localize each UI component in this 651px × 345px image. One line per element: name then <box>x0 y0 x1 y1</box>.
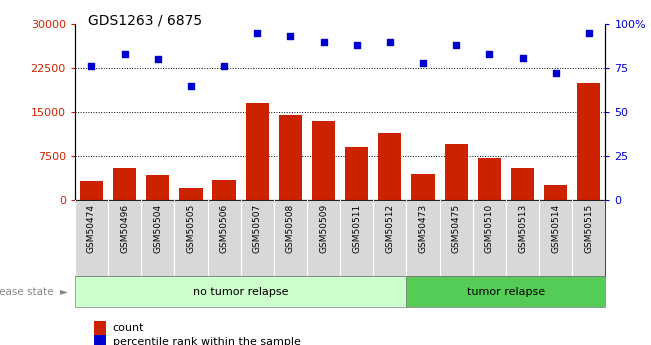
Point <box>86 63 96 69</box>
Bar <box>113 168 136 200</box>
Text: GSM50475: GSM50475 <box>452 204 461 253</box>
Bar <box>212 179 236 200</box>
Text: GSM50496: GSM50496 <box>120 204 129 253</box>
Bar <box>312 121 335 200</box>
Text: GSM50506: GSM50506 <box>219 204 229 253</box>
Bar <box>544 186 567 200</box>
Text: GSM50512: GSM50512 <box>385 204 395 253</box>
Point <box>252 30 262 36</box>
Bar <box>345 147 368 200</box>
Bar <box>75 276 406 307</box>
Point <box>186 83 196 89</box>
Bar <box>179 188 202 200</box>
Text: GSM50514: GSM50514 <box>551 204 561 253</box>
Text: tumor relapse: tumor relapse <box>467 287 545 296</box>
Point <box>518 55 528 60</box>
Bar <box>478 158 501 200</box>
Text: GSM50509: GSM50509 <box>319 204 328 253</box>
Text: GSM50474: GSM50474 <box>87 204 96 253</box>
Bar <box>75 200 605 276</box>
Text: GDS1263 / 6875: GDS1263 / 6875 <box>88 14 202 28</box>
Text: GSM50504: GSM50504 <box>153 204 162 253</box>
Text: percentile rank within the sample: percentile rank within the sample <box>113 337 301 345</box>
Point <box>484 51 495 57</box>
Point <box>551 71 561 76</box>
Text: GSM50511: GSM50511 <box>352 204 361 253</box>
Text: no tumor relapse: no tumor relapse <box>193 287 288 296</box>
Point <box>584 30 594 36</box>
Bar <box>445 144 468 200</box>
Bar <box>146 176 169 200</box>
Bar <box>411 174 435 200</box>
Point <box>119 51 130 57</box>
Bar <box>406 276 605 307</box>
Bar <box>80 181 103 200</box>
Text: disease state  ►: disease state ► <box>0 287 68 296</box>
Text: GSM50510: GSM50510 <box>485 204 494 253</box>
Point <box>352 42 362 48</box>
Point <box>152 57 163 62</box>
Text: GSM50473: GSM50473 <box>419 204 428 253</box>
Text: GSM50508: GSM50508 <box>286 204 295 253</box>
Text: GSM50505: GSM50505 <box>186 204 195 253</box>
Bar <box>378 132 402 200</box>
Point <box>285 34 296 39</box>
Point <box>385 39 395 45</box>
Point <box>318 39 329 45</box>
Bar <box>577 83 600 200</box>
Text: count: count <box>113 323 144 333</box>
Bar <box>245 104 269 200</box>
Point <box>219 63 229 69</box>
Text: GSM50513: GSM50513 <box>518 204 527 253</box>
Text: GSM50515: GSM50515 <box>585 204 593 253</box>
Point <box>451 42 462 48</box>
Text: GSM50507: GSM50507 <box>253 204 262 253</box>
Bar <box>511 168 534 200</box>
Bar <box>279 115 302 200</box>
Point <box>418 60 428 66</box>
